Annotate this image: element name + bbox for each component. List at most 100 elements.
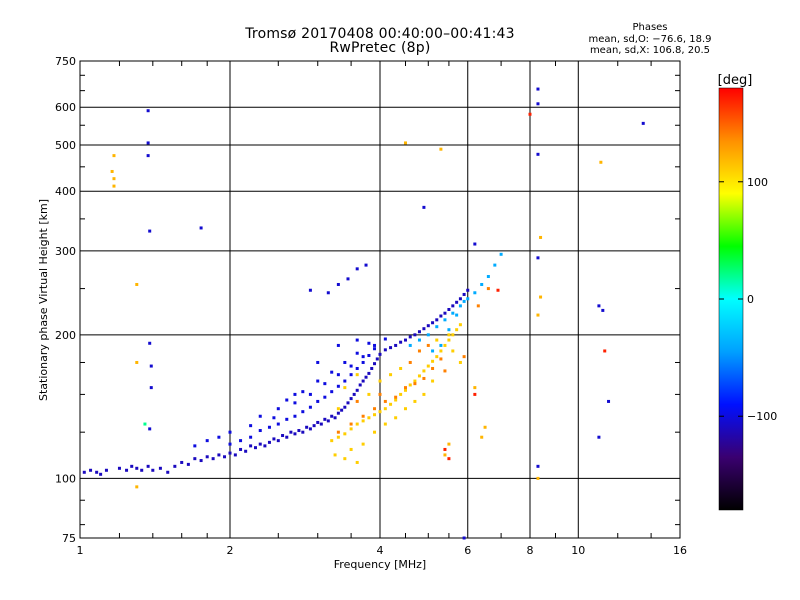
data-point [373, 430, 377, 434]
data-point [355, 422, 359, 426]
data-point [349, 364, 353, 368]
y-tick-label: 75 [62, 532, 76, 545]
data-point [293, 414, 297, 418]
data-point [399, 392, 403, 396]
data-point [117, 466, 121, 470]
data-point [349, 427, 353, 431]
data-point [443, 447, 447, 451]
data-point [480, 282, 484, 286]
data-point [373, 347, 377, 351]
data-point [458, 304, 462, 308]
data-point [349, 397, 353, 401]
data-point [607, 399, 611, 403]
data-point [346, 277, 350, 281]
data-point [422, 327, 426, 331]
data-point [276, 439, 280, 443]
data-point [336, 373, 340, 377]
data-point [297, 429, 301, 433]
data-point [125, 468, 129, 472]
data-point [223, 455, 227, 459]
data-point [330, 414, 334, 418]
phases-mean-x: mean, sd,X: 106.8, 20.5 [589, 45, 711, 56]
data-point [431, 379, 435, 383]
data-point [499, 252, 503, 256]
data-point [258, 442, 262, 446]
data-point [422, 376, 426, 380]
data-point [258, 414, 262, 418]
data-point [323, 382, 327, 386]
data-point [408, 335, 412, 339]
data-point [603, 349, 607, 353]
data-point [378, 410, 382, 414]
data-point [394, 416, 398, 420]
data-point [239, 439, 243, 443]
data-point [330, 439, 334, 443]
y-tick-label: 400 [55, 185, 76, 198]
data-point [355, 338, 359, 342]
data-point [308, 427, 312, 431]
data-point [367, 353, 371, 357]
data-point [276, 422, 280, 426]
data-point [408, 360, 412, 364]
data-point [82, 470, 86, 474]
data-point [135, 466, 139, 470]
data-point [151, 468, 155, 472]
data-point [597, 304, 601, 308]
data-point [323, 395, 327, 399]
data-point [293, 392, 297, 396]
data-point [228, 430, 232, 434]
data-point [112, 177, 116, 181]
data-point [483, 425, 487, 429]
data-point [417, 330, 421, 334]
data-point [217, 435, 221, 439]
data-point [447, 338, 451, 342]
colorbar-ticks: 100 0 −100 [719, 176, 777, 423]
grid [80, 61, 680, 538]
data-point [403, 407, 407, 411]
data-point [346, 401, 350, 405]
data-point [301, 430, 305, 434]
data-point [451, 311, 455, 315]
x-tick-label: 2 [227, 544, 234, 557]
data-point [193, 444, 197, 448]
data-point [383, 337, 387, 341]
data-point [364, 375, 368, 379]
data-point [146, 141, 150, 145]
data-point [272, 416, 276, 420]
data-point [435, 338, 439, 342]
data-point [293, 401, 297, 405]
data-point [455, 313, 459, 317]
data-point [399, 366, 403, 370]
data-point [383, 399, 387, 403]
data-point [293, 432, 297, 436]
data-point [413, 333, 417, 337]
data-point [367, 416, 371, 420]
data-point [316, 360, 320, 364]
data-point [285, 417, 289, 421]
data-point [367, 341, 371, 345]
data-point [361, 414, 365, 418]
plot-frame [79, 60, 681, 539]
data-point [536, 87, 540, 91]
data-point [426, 333, 430, 337]
data-point [486, 287, 490, 291]
data-point [413, 379, 417, 383]
data-point [146, 154, 150, 158]
colorbar-tick-label: −100 [747, 410, 777, 423]
data-point [316, 420, 320, 424]
data-point [343, 457, 347, 461]
data-point [289, 430, 293, 434]
data-point [539, 235, 543, 239]
data-point [249, 424, 253, 428]
data-point [539, 295, 543, 299]
data-point [439, 147, 443, 151]
data-point [528, 112, 532, 116]
data-point [361, 379, 365, 383]
data-point [316, 399, 320, 403]
data-point [399, 340, 403, 344]
data-point [378, 392, 382, 396]
data-point [389, 373, 393, 377]
data-point [312, 424, 316, 428]
data-point [361, 360, 365, 364]
chart-title-line2: RwPretec (8p) [329, 40, 431, 56]
